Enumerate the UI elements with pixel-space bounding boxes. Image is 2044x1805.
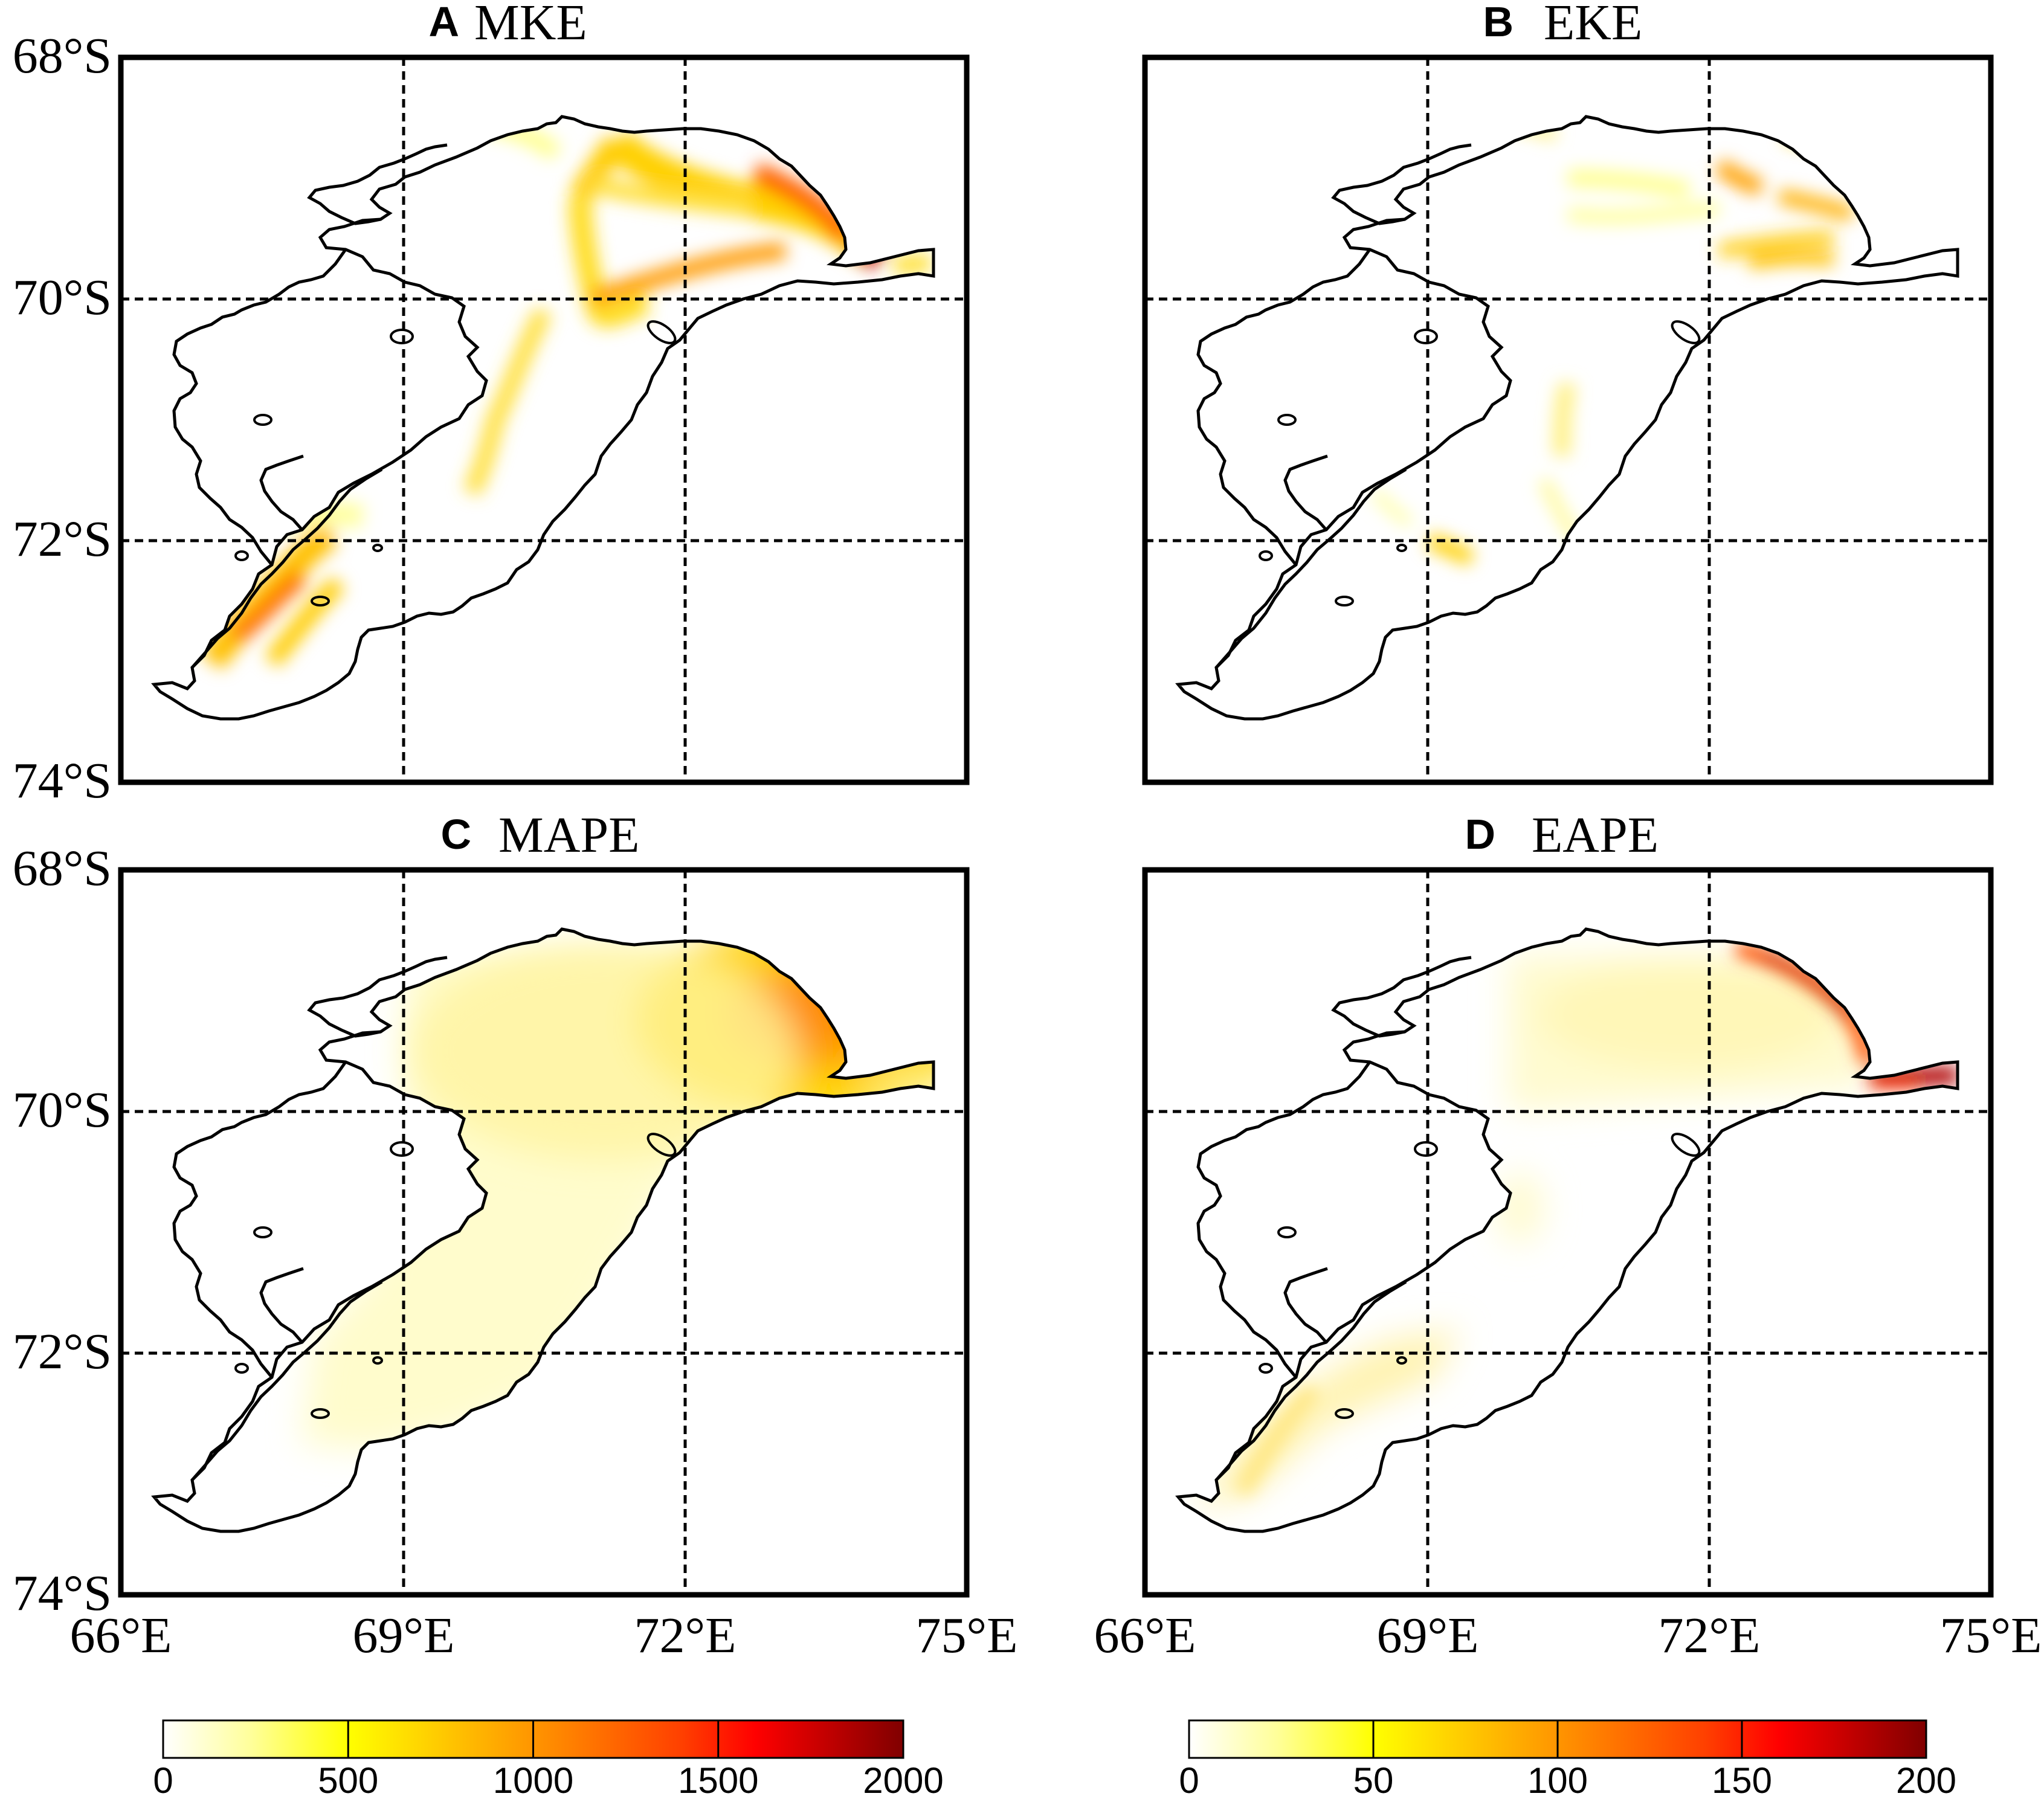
colorbar-1-tick-label: 0 bbox=[153, 1760, 173, 1801]
panel-b-letter: B bbox=[1483, 0, 1514, 45]
colorbar-2-tick-label: 150 bbox=[1712, 1760, 1772, 1801]
panel-mke: A MKE 68°S 70°S 72°S 74°S bbox=[13, 0, 970, 809]
panel-d-title: EAPE bbox=[1532, 807, 1659, 863]
panel-b-frame bbox=[1142, 54, 1994, 785]
panel-d-gridlines bbox=[1145, 870, 1991, 1595]
lon-tick-75-d: 75°E bbox=[1940, 1607, 2042, 1664]
panel-c-gridlines bbox=[121, 870, 967, 1595]
lon-tick-69-c: 69°E bbox=[353, 1607, 455, 1664]
panel-d-frame bbox=[1142, 867, 1994, 1598]
lat-tick-70-c: 70°S bbox=[13, 1082, 112, 1138]
lat-tick-72: 72°S bbox=[13, 511, 112, 567]
mape-field bbox=[154, 929, 933, 1531]
panel-a-frame bbox=[118, 54, 970, 785]
colorbar-1-ticks: 0 500 1000 1500 2000 bbox=[153, 1720, 944, 1801]
lat-tick-74: 74°S bbox=[13, 753, 112, 809]
panel-b-gridlines bbox=[1145, 57, 1991, 782]
lon-tick-69-d: 69°E bbox=[1377, 1607, 1479, 1664]
panel-c-frame bbox=[118, 867, 970, 1598]
panel-a-letter: A bbox=[428, 0, 459, 45]
colorbar-2-tick-label: 50 bbox=[1353, 1760, 1394, 1801]
lat-tick-70: 70°S bbox=[13, 269, 112, 326]
colorbar-kinetic-mean: 0 500 1000 1500 2000 bbox=[153, 1719, 944, 1801]
panel-a-title: MKE bbox=[474, 0, 587, 51]
eape-field bbox=[1178, 929, 1958, 1531]
lat-tick-68-c: 68°S bbox=[13, 840, 112, 896]
lon-tick-72-d: 72°E bbox=[1659, 1607, 1761, 1664]
lon-tick-66-d: 66°E bbox=[1094, 1607, 1196, 1664]
lat-tick-68: 68°S bbox=[13, 28, 112, 84]
lon-tick-75-c: 75°E bbox=[916, 1607, 1018, 1664]
lat-tick-72-c: 72°S bbox=[13, 1324, 112, 1380]
lon-tick-66-c: 66°E bbox=[70, 1607, 172, 1664]
panel-c-title: MAPE bbox=[498, 807, 639, 863]
panel-eape: D EAPE 66°E 69°E 72°E 75°E bbox=[1094, 807, 2042, 1664]
colorbar-eddy: 0 50 100 150 200 bbox=[1179, 1719, 1956, 1801]
panel-b-title: EKE bbox=[1544, 0, 1642, 51]
colorbar-2-tick-label: 100 bbox=[1527, 1760, 1588, 1801]
panel-eke: B EKE bbox=[1142, 0, 1994, 785]
colorbar-1-tick-label: 2000 bbox=[863, 1760, 943, 1801]
colorbar-2-ticks: 0 50 100 150 200 bbox=[1179, 1720, 1956, 1801]
colorbar-2-tick-label: 0 bbox=[1179, 1760, 1199, 1801]
colorbar-1-tick-label: 500 bbox=[318, 1760, 378, 1801]
panel-a-gridlines bbox=[121, 57, 967, 782]
panel-mape: C MAPE 68°S 70°S 72°S 74°S 66°E 69°E 72°… bbox=[13, 807, 1018, 1664]
colorbar-2-tick-label: 200 bbox=[1896, 1760, 1956, 1801]
lon-tick-72-c: 72°E bbox=[634, 1607, 737, 1664]
colorbar-1-tick-label: 1500 bbox=[678, 1760, 758, 1801]
panel-c-letter: C bbox=[440, 811, 471, 858]
panel-d-letter: D bbox=[1465, 811, 1495, 858]
lat-tick-74-c: 74°S bbox=[13, 1565, 112, 1621]
colorbar-1-tick-label: 1000 bbox=[493, 1760, 573, 1801]
